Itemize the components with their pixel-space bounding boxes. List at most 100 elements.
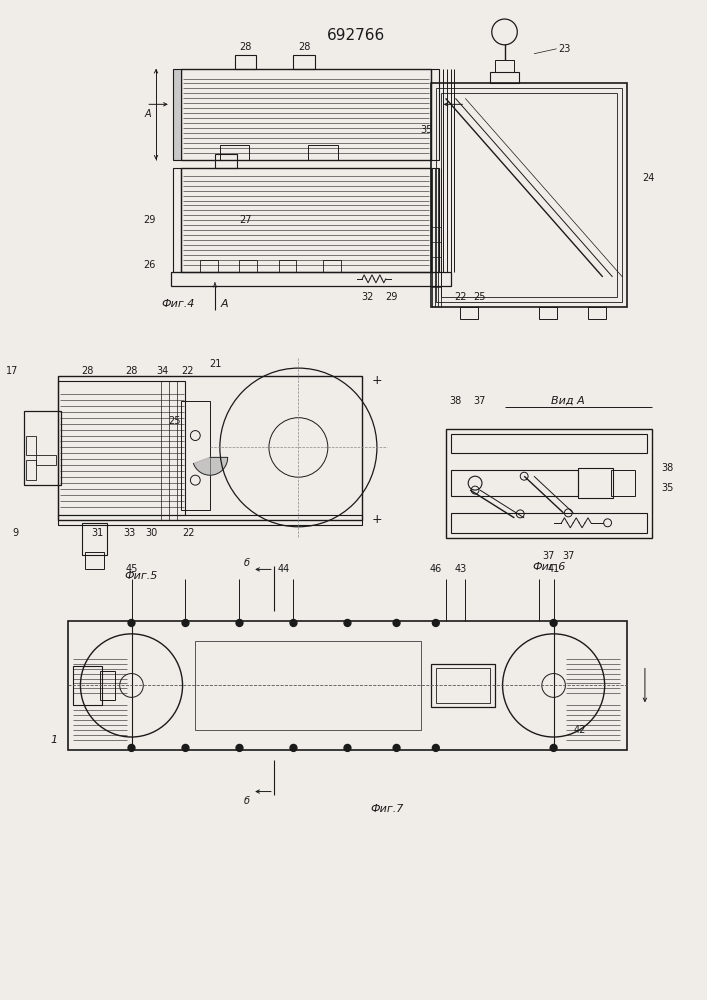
Text: Фиг.6: Фиг.6 <box>532 562 566 572</box>
Text: Фиг.4: Фиг.4 <box>161 299 194 309</box>
Bar <box>450 513 647 533</box>
Bar <box>195 641 421 730</box>
Bar <box>173 168 180 272</box>
Bar <box>588 307 606 319</box>
Text: б: б <box>243 558 250 568</box>
Text: 45: 45 <box>125 564 138 574</box>
Bar <box>431 664 495 707</box>
Text: 17: 17 <box>6 366 18 376</box>
Bar <box>235 55 256 69</box>
Circle shape <box>182 744 189 751</box>
Text: 29: 29 <box>385 292 398 302</box>
Text: 24: 24 <box>642 173 655 183</box>
Text: 23: 23 <box>559 44 571 54</box>
Polygon shape <box>194 457 228 475</box>
Text: Вид A: Вид A <box>551 396 585 406</box>
Bar <box>215 154 237 168</box>
Bar <box>73 666 102 705</box>
Bar <box>68 621 627 750</box>
Bar <box>539 307 556 319</box>
Bar <box>490 72 519 83</box>
Bar <box>180 401 210 510</box>
Text: 46: 46 <box>430 564 442 574</box>
Circle shape <box>344 744 351 751</box>
Bar <box>58 381 185 515</box>
Bar <box>578 468 612 498</box>
Text: 25: 25 <box>474 292 486 302</box>
Text: 43: 43 <box>454 564 467 574</box>
Bar <box>180 168 431 272</box>
Text: 44: 44 <box>278 564 290 574</box>
Circle shape <box>393 619 400 626</box>
Bar <box>308 145 338 160</box>
Bar <box>431 69 439 160</box>
Bar <box>26 436 36 455</box>
Bar <box>450 470 578 496</box>
Circle shape <box>433 619 439 626</box>
Text: б: б <box>243 796 250 806</box>
Text: 31: 31 <box>91 528 103 538</box>
Bar <box>173 69 180 160</box>
Circle shape <box>290 744 297 751</box>
Circle shape <box>393 744 400 751</box>
Text: +: + <box>372 374 382 387</box>
Text: 37: 37 <box>474 396 486 406</box>
Text: 21: 21 <box>209 359 221 369</box>
Bar <box>23 411 61 485</box>
Bar <box>436 668 490 703</box>
Text: 34: 34 <box>157 366 169 376</box>
Text: 29: 29 <box>144 215 156 225</box>
Bar <box>450 434 647 453</box>
Circle shape <box>550 744 557 751</box>
Bar <box>26 460 36 480</box>
Circle shape <box>550 619 557 626</box>
Text: 22: 22 <box>454 292 467 302</box>
Text: 35: 35 <box>420 125 432 135</box>
Text: 22: 22 <box>182 528 194 538</box>
Bar <box>293 55 315 69</box>
Text: 38: 38 <box>662 463 674 473</box>
Bar <box>86 552 104 569</box>
Text: 30: 30 <box>145 528 157 538</box>
Text: 37: 37 <box>542 551 555 561</box>
Text: Фиг.7: Фиг.7 <box>370 804 404 814</box>
Bar <box>200 260 218 272</box>
Bar <box>36 455 56 465</box>
Text: 27: 27 <box>240 215 252 225</box>
Text: 28: 28 <box>125 366 138 376</box>
Text: 32: 32 <box>361 292 373 302</box>
Bar <box>445 429 652 538</box>
Text: 692766: 692766 <box>327 28 385 43</box>
Circle shape <box>433 744 439 751</box>
Bar <box>58 515 362 525</box>
Text: 41: 41 <box>547 564 560 574</box>
Circle shape <box>128 744 135 751</box>
Bar <box>100 671 115 700</box>
Circle shape <box>128 619 135 626</box>
Text: 33: 33 <box>124 528 136 538</box>
Text: 37: 37 <box>562 551 575 561</box>
Text: A: A <box>144 109 151 119</box>
Circle shape <box>344 619 351 626</box>
Text: 35: 35 <box>662 483 674 493</box>
Bar <box>431 168 439 272</box>
Text: 28: 28 <box>239 42 252 52</box>
Bar <box>58 376 362 520</box>
Text: 26: 26 <box>144 260 156 270</box>
Bar <box>240 260 257 272</box>
Text: 28: 28 <box>298 42 310 52</box>
Bar <box>611 470 635 496</box>
Bar <box>83 523 107 555</box>
Circle shape <box>290 619 297 626</box>
Bar <box>171 272 450 286</box>
Bar <box>495 60 515 72</box>
Text: 9: 9 <box>13 528 18 538</box>
Bar <box>220 145 250 160</box>
Bar <box>436 88 622 302</box>
Bar <box>180 69 431 160</box>
Circle shape <box>236 619 243 626</box>
Circle shape <box>182 619 189 626</box>
Bar <box>440 93 617 297</box>
Text: 1: 1 <box>51 735 58 745</box>
Text: Фиг.5: Фиг.5 <box>124 571 158 581</box>
